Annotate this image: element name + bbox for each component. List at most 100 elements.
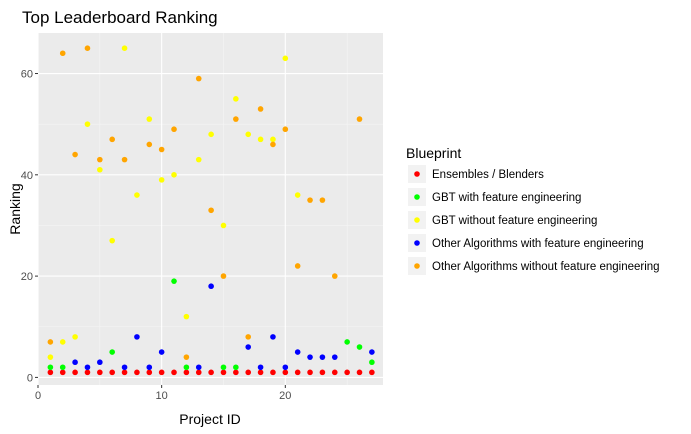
data-point xyxy=(233,364,239,371)
data-point xyxy=(356,369,363,376)
data-point xyxy=(84,45,91,51)
data-point xyxy=(282,369,289,376)
data-point xyxy=(171,369,177,376)
y-axis-title: Ranking xyxy=(7,183,23,234)
legend-label: GBT with feature engineering xyxy=(432,192,581,204)
data-point xyxy=(84,369,91,376)
data-point xyxy=(59,364,66,371)
data-point xyxy=(233,369,239,376)
data-point xyxy=(109,136,115,143)
data-point xyxy=(257,106,264,112)
data-point xyxy=(121,45,128,51)
data-point xyxy=(344,369,350,376)
data-point xyxy=(195,75,202,82)
x-tick-label: 10 xyxy=(156,390,168,402)
data-point xyxy=(369,349,375,355)
data-point xyxy=(294,349,301,355)
data-point xyxy=(47,369,54,376)
legend-marker xyxy=(414,194,420,200)
data-point xyxy=(245,369,252,376)
data-point xyxy=(97,166,103,173)
data-point xyxy=(158,146,165,153)
data-point xyxy=(109,369,115,376)
data-points xyxy=(47,45,375,376)
data-point xyxy=(331,354,338,360)
data-point xyxy=(195,364,202,371)
data-point xyxy=(307,197,313,203)
data-point xyxy=(59,50,66,57)
data-point xyxy=(208,207,214,214)
data-point xyxy=(208,283,214,290)
legend: Blueprint Ensembles / Blenders GBT with f… xyxy=(406,145,660,275)
data-point xyxy=(369,359,375,366)
data-point xyxy=(195,156,202,163)
data-point xyxy=(183,313,190,320)
data-point xyxy=(183,369,190,376)
data-point xyxy=(294,192,301,198)
y-tick-label: 60 xyxy=(21,69,33,81)
data-point xyxy=(158,177,165,183)
data-point xyxy=(134,334,140,340)
data-point xyxy=(158,349,165,355)
data-point xyxy=(183,364,190,371)
data-point xyxy=(47,354,54,360)
data-point xyxy=(47,339,54,345)
data-point xyxy=(47,364,54,371)
data-point xyxy=(97,369,103,376)
data-point xyxy=(270,141,276,148)
data-point xyxy=(220,364,227,371)
data-point xyxy=(109,237,115,244)
x-axis-title: Project ID xyxy=(179,411,240,427)
data-point xyxy=(171,126,177,133)
data-point xyxy=(158,369,165,376)
data-point xyxy=(121,369,128,376)
data-point xyxy=(84,121,91,127)
data-point xyxy=(84,364,91,371)
legend-label: GBT without feature engineering xyxy=(432,215,597,227)
data-point xyxy=(331,273,338,279)
data-point xyxy=(282,126,289,133)
data-point xyxy=(72,334,78,340)
data-point xyxy=(97,359,103,366)
y-tick-label: 40 xyxy=(21,170,33,182)
y-tick-label: 0 xyxy=(27,372,33,384)
legend-title: Blueprint xyxy=(406,145,461,161)
legend-marker xyxy=(414,263,420,269)
data-point xyxy=(220,369,227,376)
data-point xyxy=(319,369,326,376)
data-point xyxy=(171,172,177,178)
data-point xyxy=(134,192,140,198)
x-tick-label: 20 xyxy=(279,390,291,402)
data-point xyxy=(121,364,128,371)
data-point xyxy=(331,369,338,376)
data-point xyxy=(307,369,313,376)
data-point xyxy=(245,334,252,340)
data-point xyxy=(233,96,239,102)
data-point xyxy=(307,354,313,360)
legend-label: Other Algorithms without feature enginee… xyxy=(432,261,660,273)
data-point xyxy=(294,369,301,376)
data-point xyxy=(245,344,252,350)
y-tick-label: 20 xyxy=(21,271,33,283)
data-point xyxy=(183,354,190,360)
data-point xyxy=(257,136,264,143)
data-point xyxy=(146,364,153,371)
grid xyxy=(37,33,383,385)
data-point xyxy=(245,131,252,138)
legend-marker xyxy=(414,240,420,246)
data-point xyxy=(208,369,214,376)
data-point xyxy=(356,344,363,350)
data-point xyxy=(282,55,289,62)
data-point xyxy=(121,156,128,163)
data-point xyxy=(146,116,153,122)
data-point xyxy=(233,116,239,122)
data-point xyxy=(270,369,276,376)
legend-label: Ensembles / Blenders xyxy=(432,169,544,181)
data-point xyxy=(369,369,375,376)
data-point xyxy=(270,136,276,143)
data-point xyxy=(171,278,177,284)
legend-marker xyxy=(414,171,420,177)
legend-marker xyxy=(414,217,420,223)
data-point xyxy=(220,222,227,229)
